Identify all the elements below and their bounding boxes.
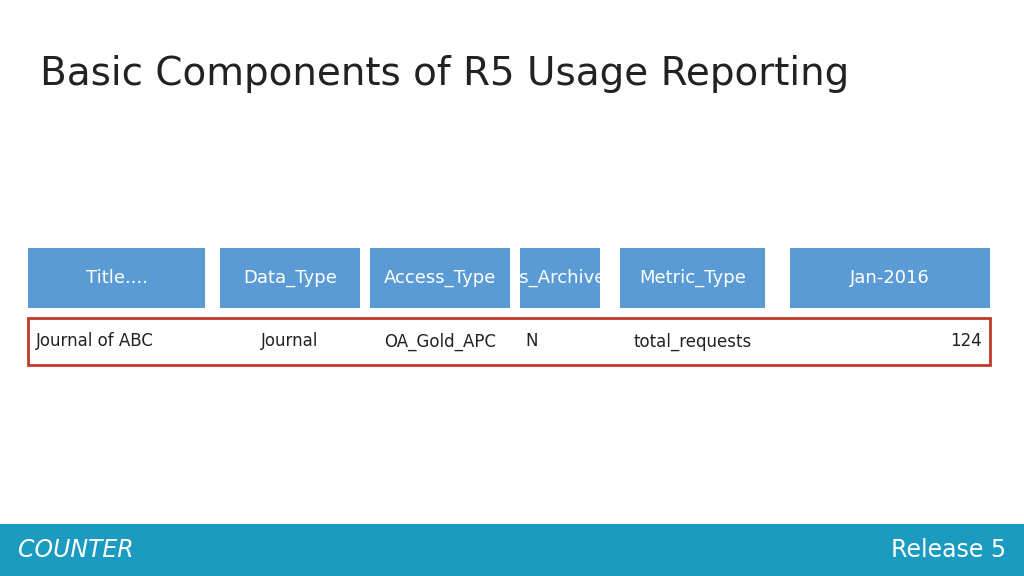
Text: 124: 124 (950, 332, 982, 351)
Text: Journal: Journal (261, 332, 318, 351)
FancyBboxPatch shape (620, 248, 765, 308)
Text: Access_Type: Access_Type (384, 269, 497, 287)
FancyBboxPatch shape (220, 248, 360, 308)
Text: COUNTER: COUNTER (18, 538, 133, 562)
Text: total_requests: total_requests (634, 332, 752, 351)
FancyBboxPatch shape (0, 524, 1024, 576)
FancyBboxPatch shape (790, 248, 990, 308)
Text: Is_Archive: Is_Archive (514, 269, 605, 287)
Text: Data_Type: Data_Type (243, 269, 337, 287)
Text: Release 5: Release 5 (891, 538, 1006, 562)
Text: Metric_Type: Metric_Type (639, 269, 745, 287)
Text: N: N (525, 332, 538, 351)
FancyBboxPatch shape (28, 248, 205, 308)
Text: Jan-2016: Jan-2016 (850, 269, 930, 287)
Text: Title....: Title.... (85, 269, 147, 287)
Text: Journal of ABC: Journal of ABC (36, 332, 154, 351)
FancyBboxPatch shape (370, 248, 510, 308)
FancyBboxPatch shape (28, 318, 990, 365)
FancyBboxPatch shape (520, 248, 600, 308)
Text: Basic Components of R5 Usage Reporting: Basic Components of R5 Usage Reporting (40, 55, 849, 93)
Text: OA_Gold_APC: OA_Gold_APC (384, 332, 496, 351)
